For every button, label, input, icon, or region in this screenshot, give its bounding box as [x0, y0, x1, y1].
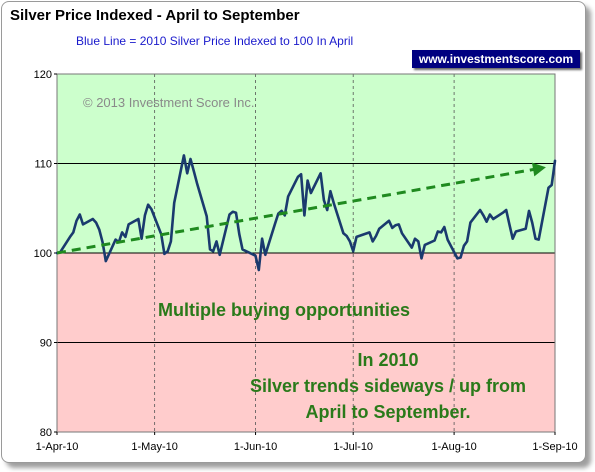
trend-note-line-1: In 2010 [357, 350, 418, 370]
trend-note-line-3: April to September. [305, 402, 470, 422]
y-tick-label: 110 [34, 159, 52, 171]
x-tick-label: 1-Jun-10 [234, 441, 277, 453]
trend-arrow-line [56, 166, 543, 255]
chart-subtitle: Blue Line = 2010 Silver Price Indexed to… [76, 34, 354, 48]
y-tick-label: 90 [40, 338, 52, 350]
trend-arrow-head [531, 162, 546, 177]
x-tick-label: 1-Apr-10 [36, 441, 79, 453]
y-tick-label: 120 [34, 69, 52, 81]
silver-index-line [55, 154, 557, 272]
x-tick-label: 1-May-10 [131, 441, 177, 453]
y-tick-label: 100 [34, 248, 52, 260]
trend-note-line-2: Silver trends sideways / up from [250, 376, 526, 396]
y-tick-label: 80 [40, 427, 52, 439]
chart-title: Silver Price Indexed - April to Septembe… [10, 7, 300, 24]
x-tick-label: 1-Aug-10 [431, 441, 476, 453]
buying-opportunities-label: Multiple buying opportunities [158, 300, 410, 320]
brand-link[interactable]: www.investmentscore.com [412, 50, 580, 68]
copyright-text: © 2013 Investment Score Inc. [83, 95, 254, 110]
x-tick-label: 1-Sep-10 [532, 441, 577, 453]
x-tick-label: 1-Jul-10 [333, 441, 373, 453]
